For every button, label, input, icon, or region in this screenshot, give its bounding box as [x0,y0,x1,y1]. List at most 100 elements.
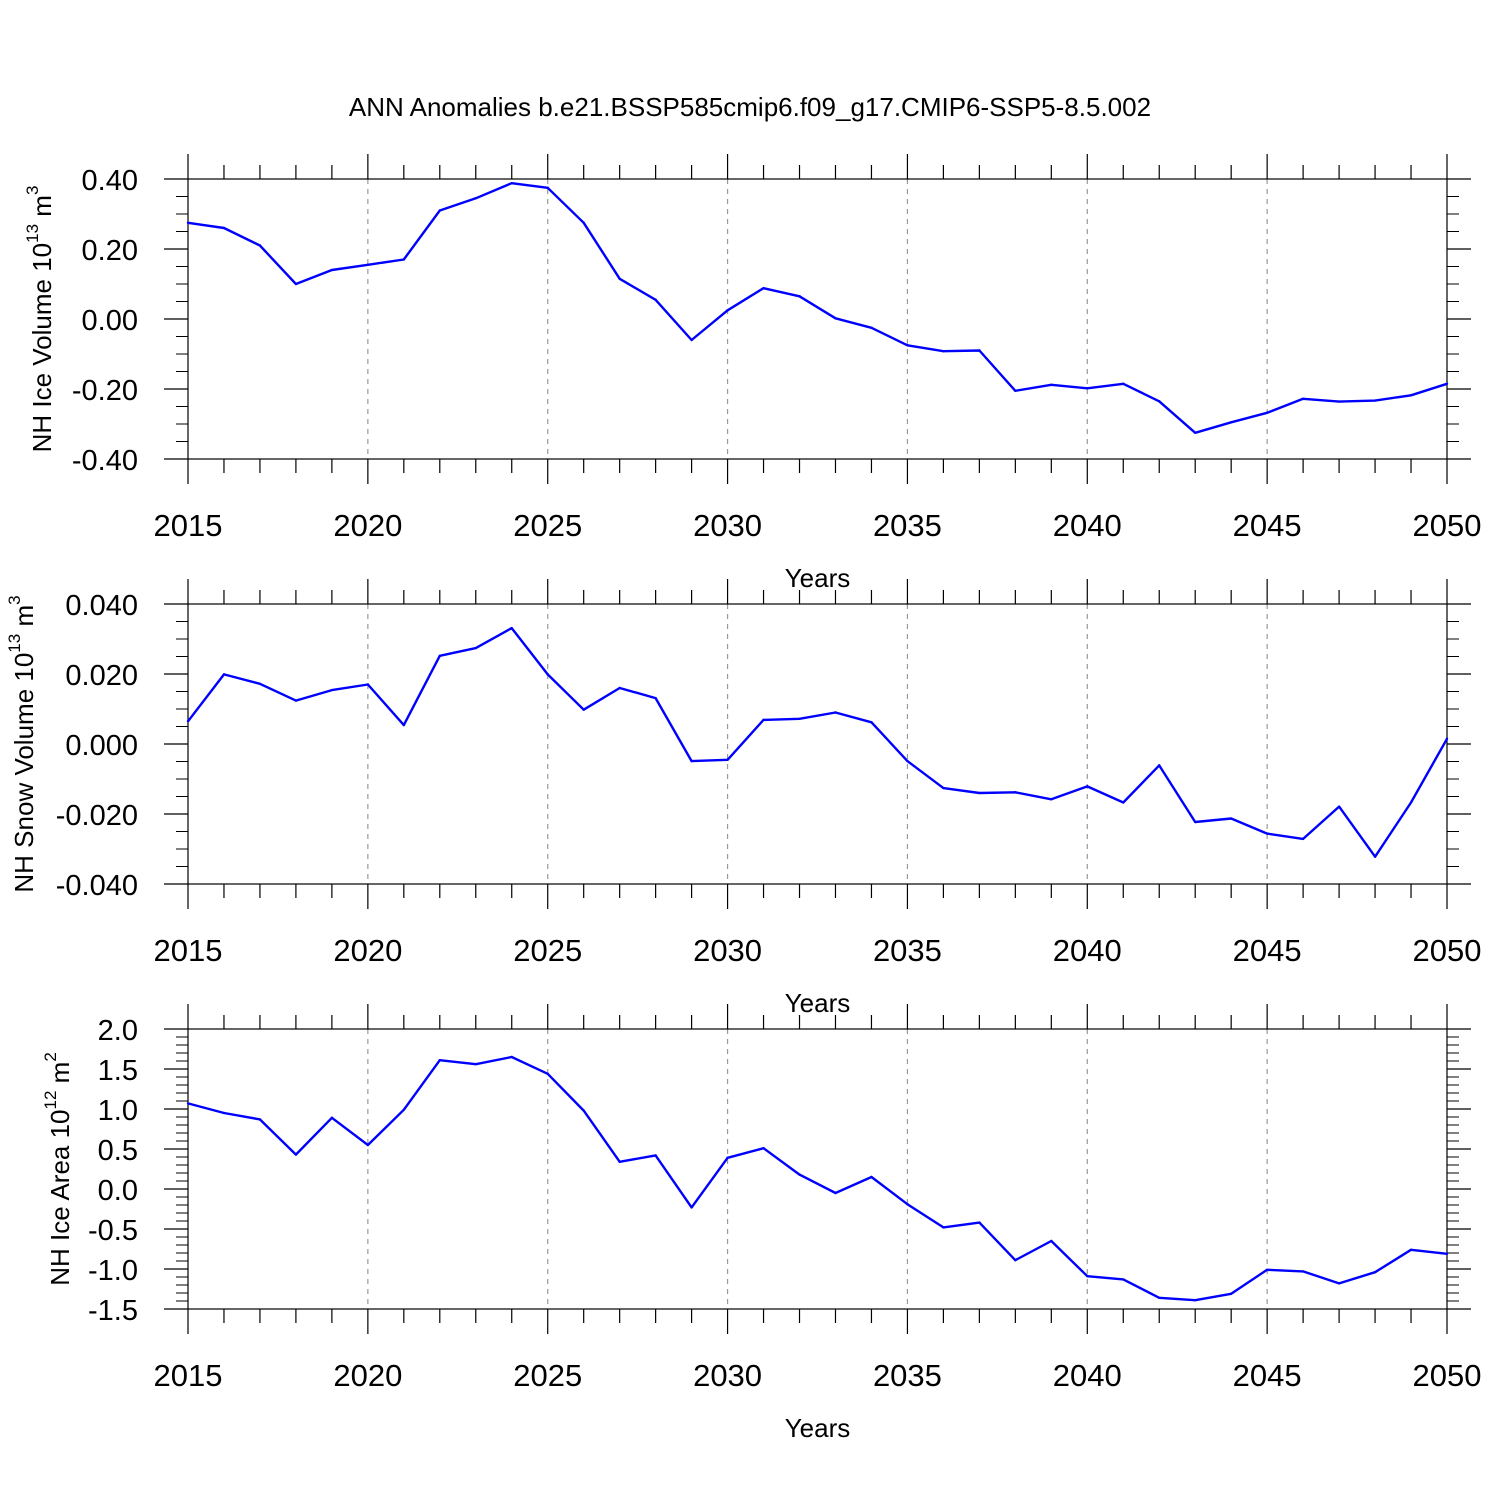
data-point [1014,389,1017,392]
data-point [330,1116,334,1120]
data-point [906,759,909,763]
data-point [942,786,945,790]
x-tick-label: 2025 [513,1358,582,1393]
data-point [222,226,226,230]
data-point [1265,411,1269,414]
data-point [1301,1270,1305,1273]
x-tick-label: 2030 [693,933,762,968]
data-point [978,791,981,795]
data-point [1409,801,1413,804]
data-point [870,1175,873,1179]
data-point [1014,791,1017,794]
data-point [762,718,765,722]
y-tick-label: -0.040 [56,870,138,902]
data-point [510,1055,513,1059]
x-tick-label: 2045 [1233,508,1302,543]
data-point [618,1160,621,1164]
data-point [474,197,477,200]
data-point [654,696,657,700]
data-point [546,1072,549,1076]
x-tick-label: 2050 [1413,1358,1482,1393]
data-point [654,1154,657,1157]
x-tick-label: 2025 [513,508,582,543]
y-axis-title-superscript: 13 [23,224,42,243]
data-point [330,268,334,272]
y-tick-label: 1.5 [98,1055,138,1087]
data-point [726,309,729,312]
data-point [582,1109,585,1112]
y-axis-title-part: NH Ice Area 10 [45,1109,75,1285]
x-tick-label: 2040 [1053,1358,1122,1393]
data-point [834,1191,837,1195]
y-tick-label: 0.0 [98,1175,138,1207]
data-point [402,1108,406,1112]
data-point [906,344,909,347]
y-tick-label: 0.020 [65,660,138,692]
y-tick-label: -0.40 [72,445,138,477]
data-point [870,326,873,329]
data-point [294,699,298,702]
y-axis-title: NH Snow Volume 1013 m3 [5,595,40,892]
data-point [546,673,549,676]
y-tick-label: 0.5 [98,1135,138,1167]
series-line [187,1055,1448,1302]
y-tick-label: 0.000 [65,730,138,762]
data-point [1122,801,1125,804]
data-point [258,682,262,685]
data-point [762,1147,765,1150]
x-tick-label: 2020 [333,933,402,968]
y-tick-label: -0.5 [88,1215,138,1247]
x-axis-title: Years [785,563,851,593]
data-point [1158,1296,1161,1300]
figure-title: ANN Anomalies b.e21.BSSP585cmip6.f09_g17… [349,92,1151,122]
data-point [546,186,549,189]
data-point [942,350,945,353]
data-point [222,673,226,676]
data-point [1373,1271,1377,1274]
x-tick-label: 2025 [513,933,582,968]
data-point [1086,785,1089,788]
x-tick-label: 2045 [1233,1358,1302,1393]
x-axis-title: Years [785,1413,851,1443]
data-point [690,759,693,763]
data-point [186,221,190,224]
data-point [1014,1259,1017,1262]
data-point [1229,1292,1233,1296]
data-point [1337,805,1341,808]
data-point [582,708,585,711]
data-point [1265,832,1269,835]
data-point [258,1118,262,1121]
data-point [1301,837,1305,841]
y-tick-label: 1.0 [98,1095,138,1127]
data-point [1409,1248,1413,1252]
series-line [187,626,1449,858]
data-point [798,1173,801,1176]
y-axis-title-superscript: 3 [5,595,24,604]
panel-3: 2.0 1.5 1.0 0.5 0.0 -0.5 -1.0 -1.5 2015 2020 2025 2… [41,1004,1482,1443]
data-point [798,717,801,720]
y-axis-title: NH Ice Area 1012 m2 [41,1052,76,1286]
data-point [1445,737,1449,740]
data-point [294,282,298,286]
x-tick-label: 2020 [333,508,402,543]
y-tick-label: 0.00 [82,305,138,337]
data-point [906,1203,909,1206]
data-point [798,295,801,298]
data-point [1050,1239,1053,1243]
x-tick-label: 2035 [873,508,942,543]
data-point [1265,1268,1269,1272]
data-point [582,221,585,224]
data-point [1373,855,1377,858]
x-tick-label: 2030 [693,508,762,543]
data-point [510,182,513,185]
y-tick-label: -1.0 [88,1255,138,1287]
data-point [1229,421,1233,424]
y-tick-label: 2.0 [98,1015,138,1047]
x-tick-label: 2050 [1413,508,1482,543]
x-tick-label: 2045 [1233,933,1302,968]
data-point [1050,383,1053,386]
data-point [690,1206,693,1209]
data-point [1229,817,1233,820]
data-point [366,1143,370,1147]
